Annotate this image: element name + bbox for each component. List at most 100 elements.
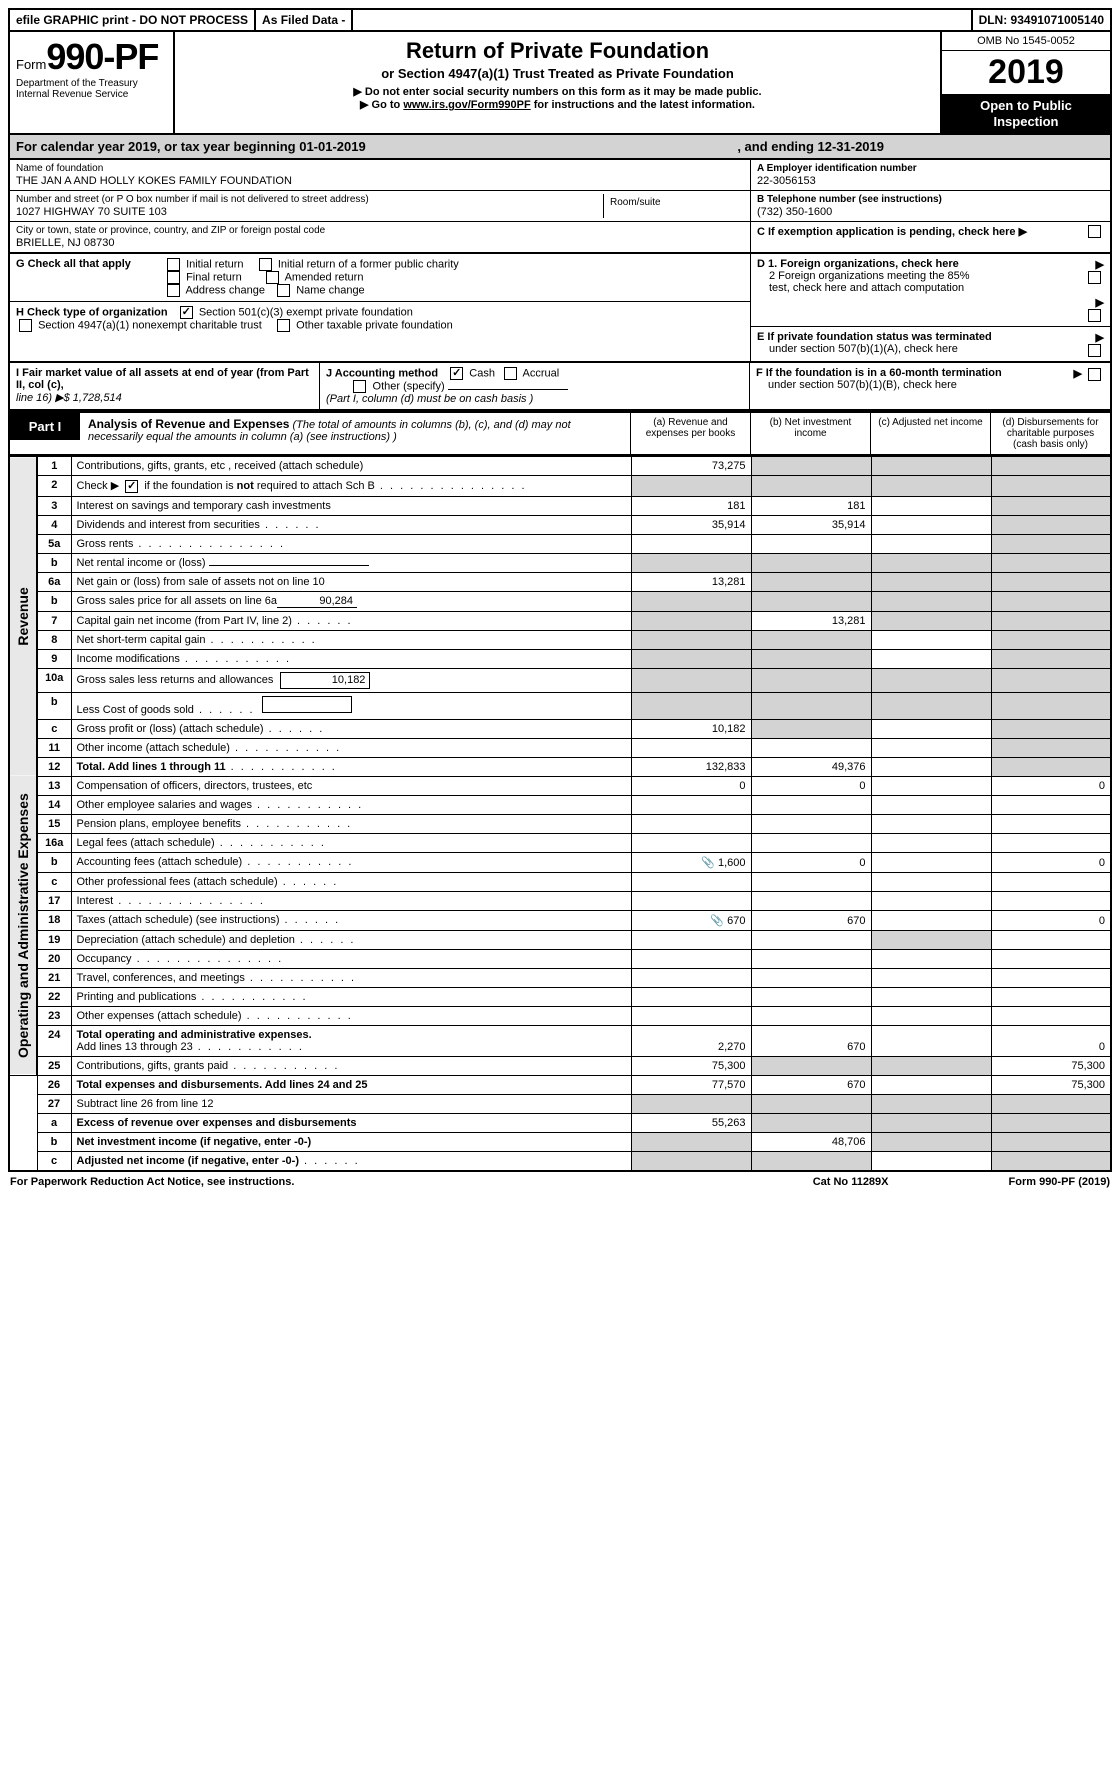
i-label: I Fair market value of all assets at end… — [16, 367, 309, 391]
d1-checkbox[interactable] — [1088, 271, 1101, 284]
name-label: Name of foundation — [16, 163, 744, 174]
row-num: b — [37, 553, 71, 572]
row-desc: Other income (attach schedule) — [71, 738, 631, 757]
expenses-side-label: Operating and Administrative Expenses — [9, 776, 37, 1075]
h-other-checkbox[interactable] — [277, 319, 290, 332]
addr-label: Number and street (or P O box number if … — [16, 194, 603, 205]
cell-a: 10,182 — [631, 719, 751, 738]
g-address-checkbox[interactable] — [167, 284, 180, 297]
street-address: 1027 HIGHWAY 70 SUITE 103 — [16, 206, 603, 218]
row-num: 24 — [37, 1025, 71, 1056]
row-num: 11 — [37, 738, 71, 757]
row-desc: Gross sales less returns and allowances … — [71, 668, 631, 692]
cell-d: 75,300 — [991, 1075, 1111, 1094]
inline-10a: 10,182 — [280, 672, 370, 689]
attachment-icon[interactable]: 📎 — [710, 914, 724, 927]
schb-checkbox[interactable]: ✓ — [125, 480, 138, 493]
city-label: City or town, state or province, country… — [16, 225, 744, 236]
cell-b: 0 — [751, 776, 871, 795]
row-desc: Total. Add lines 1 through 11 — [71, 757, 631, 776]
cat-number: Cat No 11289X — [813, 1176, 889, 1188]
row-num: 12 — [37, 757, 71, 776]
g-name-checkbox[interactable] — [277, 284, 290, 297]
dln: DLN: 93491071005140 — [973, 10, 1110, 30]
exemption-label: C If exemption application is pending, c… — [757, 226, 1016, 238]
j-other-checkbox[interactable] — [353, 380, 366, 393]
row-num: 9 — [37, 649, 71, 668]
j-other: Other (specify) — [373, 381, 445, 393]
check-sections: G Check all that apply Initial return In… — [8, 254, 1112, 363]
ein-label: A Employer identification number — [757, 163, 1104, 174]
g-initial-former-checkbox[interactable] — [259, 258, 272, 271]
goto-a: ▶ Go to — [360, 99, 403, 111]
cell-b: 49,376 — [751, 757, 871, 776]
exemption-checkbox[interactable] — [1088, 225, 1101, 238]
j-accrual-checkbox[interactable] — [504, 367, 517, 380]
d2-checkbox[interactable] — [1088, 309, 1101, 322]
row-desc: Net investment income (if negative, ente… — [71, 1132, 631, 1151]
row-num: 15 — [37, 814, 71, 833]
cal-begin: For calendar year 2019, or tax year begi… — [16, 139, 366, 154]
j-cash-checkbox[interactable]: ✓ — [450, 367, 463, 380]
row-num: 1 — [37, 457, 71, 476]
row-desc: Contributions, gifts, grants paid — [71, 1056, 631, 1075]
col-c-header: (c) Adjusted net income — [870, 413, 990, 454]
j-accrual: Accrual — [523, 368, 560, 380]
efile-notice: efile GRAPHIC print - DO NOT PROCESS — [10, 10, 256, 30]
g-label: G Check all that apply — [16, 258, 156, 270]
e-checkbox[interactable] — [1088, 344, 1101, 357]
i-line16: line 16) ▶$ 1,728,514 — [16, 392, 122, 404]
cell-a: 2,270 — [631, 1025, 751, 1056]
irs-link[interactable]: www.irs.gov/Form990PF — [403, 99, 530, 111]
row-desc: Gross sales price for all assets on line… — [71, 591, 631, 611]
col-b-header: (b) Net investment income — [750, 413, 870, 454]
cell-a: 132,833 — [631, 757, 751, 776]
g-opt-0: Initial return — [186, 259, 243, 271]
row-desc: Other professional fees (attach schedule… — [71, 872, 631, 891]
f1-label: F If the foundation is in a 60-month ter… — [756, 367, 1002, 379]
ein-value: 22-3056153 — [757, 175, 1104, 187]
cell-a: 55,263 — [631, 1113, 751, 1132]
row-desc: Taxes (attach schedule) (see instruction… — [71, 910, 631, 930]
cell-b: 35,914 — [751, 515, 871, 534]
g-initial-checkbox[interactable] — [167, 258, 180, 271]
row-desc: Travel, conferences, and meetings — [71, 968, 631, 987]
row-num: 6a — [37, 572, 71, 591]
open-public-1: Open to Public — [944, 98, 1108, 114]
cell-b: 48,706 — [751, 1132, 871, 1151]
form-prefix: Form — [16, 57, 46, 72]
row-desc: Printing and publications — [71, 987, 631, 1006]
g-final-checkbox[interactable] — [167, 271, 180, 284]
top-bar: efile GRAPHIC print - DO NOT PROCESS As … — [8, 8, 1112, 32]
row-num: 18 — [37, 910, 71, 930]
cell-b: 13,281 — [751, 611, 871, 630]
entity-info: Name of foundation THE JAN A AND HOLLY K… — [8, 160, 1112, 254]
omb-number: OMB No 1545-0052 — [942, 32, 1110, 51]
row-desc: Accounting fees (attach schedule) — [71, 852, 631, 872]
f-checkbox[interactable] — [1088, 368, 1101, 381]
form-ref: Form 990-PF (2019) — [1009, 1176, 1110, 1188]
row-desc: Check ▶ ✓ if the foundation is not requi… — [71, 476, 631, 497]
cell-a: 0 — [631, 776, 751, 795]
h-501c3-checkbox[interactable]: ✓ — [180, 306, 193, 319]
g-opt-4: Address change — [185, 285, 265, 297]
row-num: 22 — [37, 987, 71, 1006]
g-amended-checkbox[interactable] — [266, 271, 279, 284]
cell-d: 0 — [991, 776, 1111, 795]
row-desc: Income modifications — [71, 649, 631, 668]
g-opt-3: Amended return — [285, 272, 364, 284]
row-num: b — [37, 591, 71, 611]
row-num: 19 — [37, 930, 71, 949]
row-num: b — [37, 692, 71, 719]
cell-a: 📎 670 — [631, 910, 751, 930]
cal-end: , and ending 12-31-2019 — [737, 139, 1104, 154]
attachment-icon[interactable]: 📎 — [701, 856, 715, 869]
row-desc: Gross rents — [71, 534, 631, 553]
row-desc: Subtract line 26 from line 12 — [71, 1094, 631, 1113]
d2a-label: 2 Foreign organizations meeting the 85% — [769, 270, 970, 282]
j-label: J Accounting method — [326, 368, 438, 380]
d1-label: D 1. Foreign organizations, check here — [757, 258, 1074, 270]
part1-label: Part I — [10, 413, 80, 440]
row-desc: Total operating and administrative expen… — [71, 1025, 631, 1056]
h-4947-checkbox[interactable] — [19, 319, 32, 332]
